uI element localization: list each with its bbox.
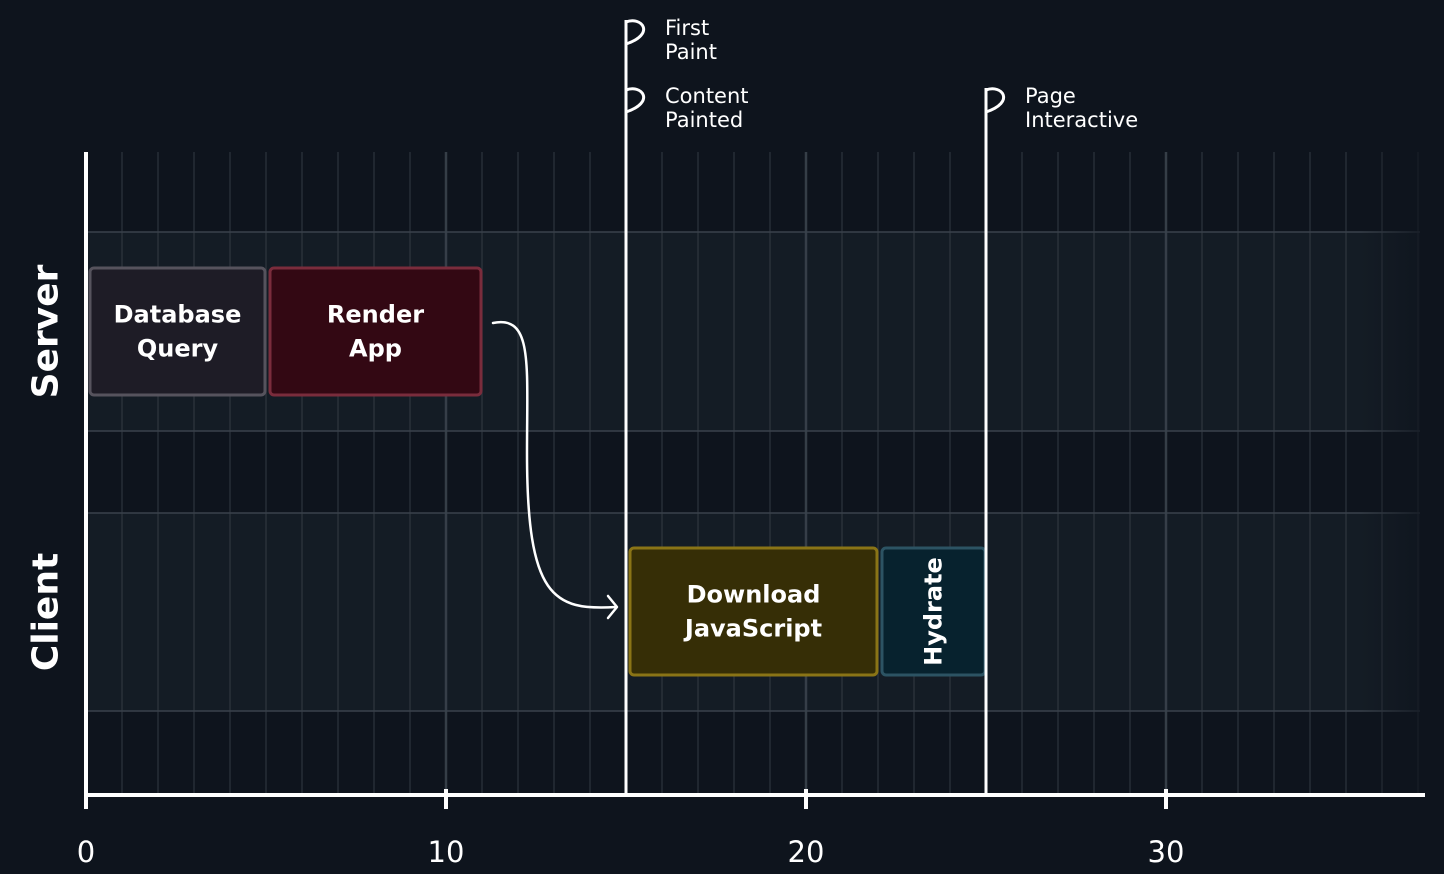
x-axis-tick-label: 30 — [1148, 835, 1185, 869]
connector-arrowhead — [606, 594, 619, 620]
task-box-render-app — [268, 266, 483, 397]
task-label-render-app: App — [349, 335, 402, 363]
task-render-app: Render App — [268, 266, 483, 397]
task-label-hydrate: Hydrate — [920, 557, 948, 666]
x-axis-tick-label: 0 — [77, 835, 95, 869]
task-database-query: Database Query — [88, 266, 267, 397]
task-download-javascript: Download JavaScript — [628, 546, 879, 677]
marker-label-page-interactive: Page — [1025, 84, 1076, 108]
marker-label-content-painted: Painted — [665, 108, 743, 132]
lane-label-server: Server — [26, 264, 67, 398]
task-box-download-javascript — [628, 546, 879, 677]
lane-label-client: Client — [26, 553, 67, 671]
marker-label-first-paint: Paint — [665, 40, 717, 64]
x-axis-tick-label: 10 — [428, 835, 465, 869]
task-label-download-javascript: JavaScript — [683, 615, 822, 643]
marker-label-content-painted: Content — [665, 84, 749, 108]
flag-icon — [624, 19, 646, 46]
marker-label-page-interactive: Interactive — [1025, 108, 1138, 132]
task-label-download-javascript: Download — [687, 581, 821, 609]
task-hydrate: Hydrate — [880, 546, 987, 677]
flag-icon — [624, 87, 646, 114]
connector-arrow — [491, 320, 618, 609]
marker-label-first-paint: First — [665, 16, 709, 40]
x-axis-tick-label: 20 — [788, 835, 825, 869]
task-label-render-app: Render — [327, 301, 424, 329]
flag-icon — [984, 87, 1006, 114]
task-box-database-query — [88, 266, 267, 397]
task-label-database-query: Query — [137, 335, 219, 363]
grid-fade — [1360, 150, 1444, 800]
task-label-database-query: Database — [114, 301, 242, 329]
